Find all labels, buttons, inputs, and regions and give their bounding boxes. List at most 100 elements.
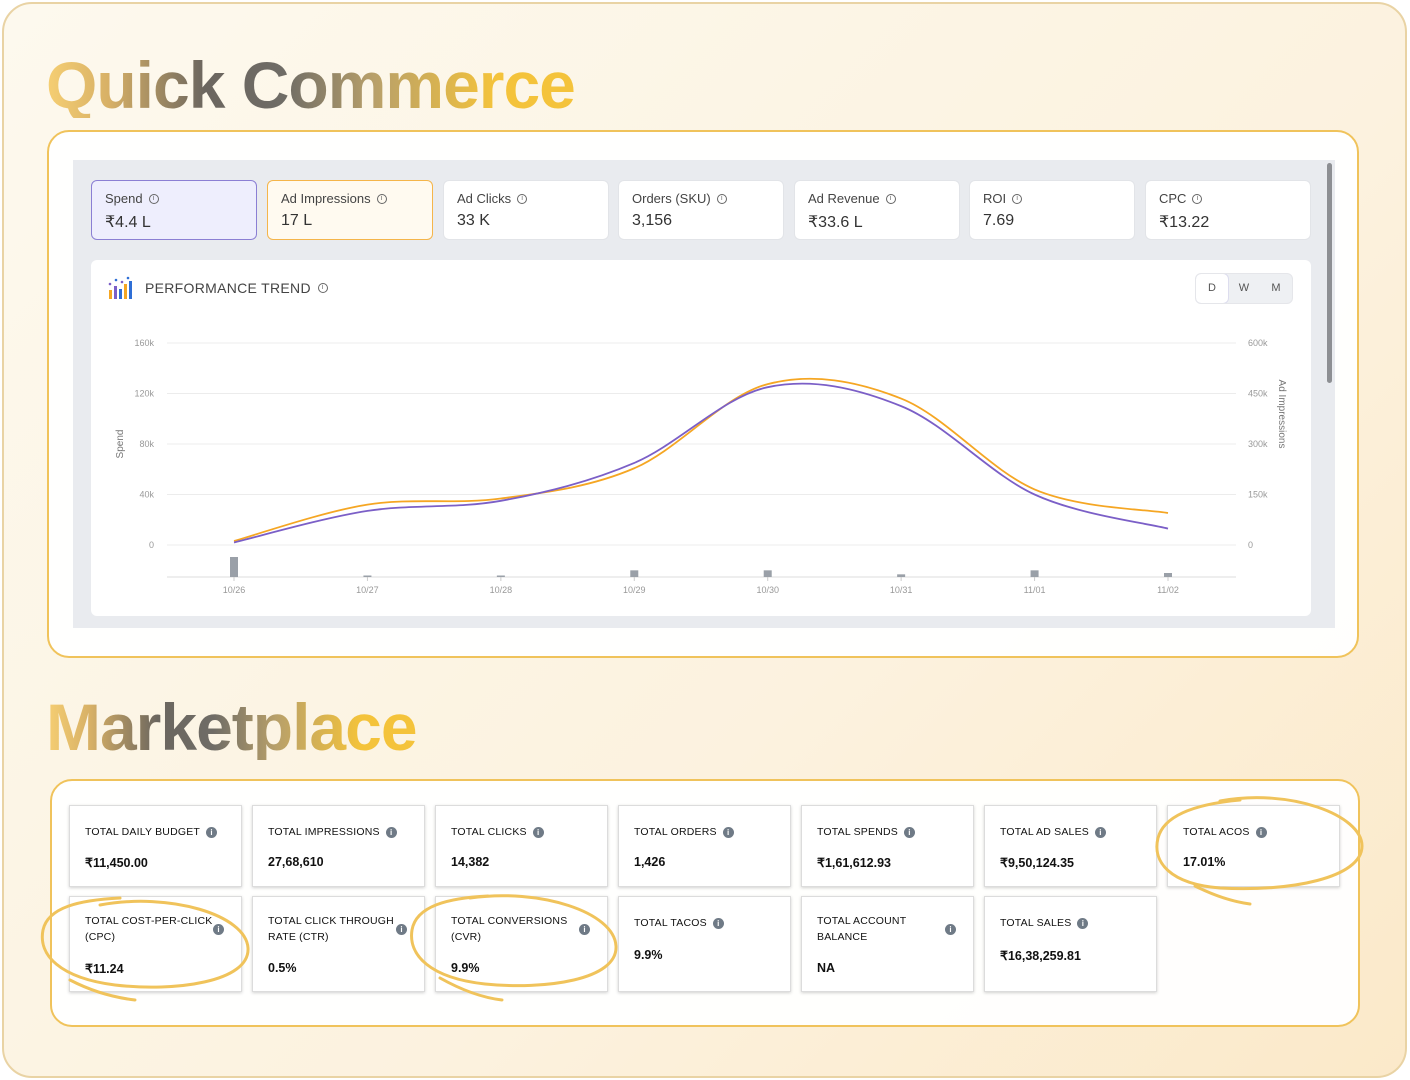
- info-icon[interactable]: i: [206, 826, 218, 838]
- kpi-spend[interactable]: Spend i ₹4.4 L: [91, 180, 257, 240]
- kpi-value: 17 L: [281, 212, 313, 229]
- info-icon[interactable]: i: [712, 917, 724, 929]
- brush-bar: [630, 570, 639, 577]
- card-label-line2: (CPC): [85, 931, 116, 943]
- card-total-account-balance: TOTAL ACCOUNT BALANCE i NA: [801, 896, 974, 992]
- card-total-acos: TOTAL ACOS i 17.01%: [1167, 805, 1340, 887]
- card-total-cpc: TOTAL COST-PER-CLICK (CPC) i ₹11.24: [69, 896, 242, 992]
- x-tick-label: 10/28: [490, 585, 513, 595]
- card-label-line2: BALANCE: [817, 931, 868, 943]
- card-label: TOTAL IMPRESSIONS: [268, 826, 380, 838]
- brush-bar: [897, 574, 906, 577]
- granularity-week[interactable]: W: [1238, 282, 1250, 294]
- card-value: ₹9,50,124.35: [1000, 856, 1074, 870]
- info-icon[interactable]: i: [1012, 193, 1023, 204]
- card-value: NA: [817, 961, 836, 975]
- info-icon[interactable]: i: [903, 826, 915, 838]
- card-total-orders: TOTAL ORDERS i 1,426: [618, 805, 791, 887]
- info-icon[interactable]: i: [317, 283, 328, 293]
- brush-bar: [363, 575, 372, 577]
- y-tick-label: 160k: [134, 338, 154, 348]
- kpi-ad-revenue[interactable]: Ad Revenue i ₹33.6 L: [794, 180, 960, 240]
- card-total-impressions: TOTAL IMPRESSIONS i 27,68,610: [252, 805, 425, 887]
- info-icon[interactable]: i: [376, 193, 387, 204]
- brush-bar: [1164, 573, 1172, 577]
- card-value: ₹16,38,259.81: [1000, 949, 1081, 963]
- card-label: TOTAL DAILY BUDGET: [85, 826, 201, 838]
- series-line-spend: [233, 382, 1169, 544]
- kpi-label: Ad Clicks: [457, 191, 512, 206]
- info-icon[interactable]: i: [532, 826, 544, 838]
- brush-bar: [763, 570, 772, 577]
- info-icon[interactable]: i: [722, 826, 734, 838]
- card-total-tacos: TOTAL TACOS i 9.9%: [618, 896, 791, 992]
- card-total-conversions: TOTAL CONVERSIONS (CVR) i 9.9%: [435, 896, 608, 992]
- trend-title: PERFORMANCE TREND: [145, 280, 311, 296]
- card-total-daily-budget: TOTAL DAILY BUDGET i ₹11,450.00: [69, 805, 242, 887]
- info-icon[interactable]: i: [148, 193, 159, 204]
- card-value: 14,382: [451, 855, 490, 869]
- series-line-ad-impressions: [233, 377, 1169, 542]
- y-tick-label: 80k: [139, 439, 154, 449]
- info-icon[interactable]: i: [1192, 193, 1203, 204]
- x-tick-label: 10/26: [223, 585, 246, 595]
- info-icon[interactable]: i: [945, 924, 956, 935]
- x-tick-label: 11/02: [1157, 585, 1179, 595]
- card-value: 0.5%: [268, 961, 297, 975]
- card-label-line1: TOTAL CLICK THROUGH: [268, 915, 394, 927]
- granularity-month[interactable]: M: [1271, 282, 1281, 294]
- y-tick-label: 40k: [139, 490, 154, 500]
- kpi-ad-impressions[interactable]: Ad Impressions i 17 L: [267, 180, 433, 240]
- kpi-label: Ad Revenue: [808, 191, 880, 206]
- card-label: TOTAL SPENDS: [817, 826, 898, 838]
- kpi-orders[interactable]: Orders (SKU) i 3,156: [618, 180, 784, 240]
- kpi-label: ROI: [983, 191, 1007, 206]
- quick-commerce-dashboard: Spend i ₹4.4 L Ad Impressions i 17 L Ad Cl…: [73, 160, 1335, 628]
- info-icon[interactable]: i: [517, 193, 528, 204]
- kpi-ad-clicks[interactable]: Ad Clicks i 33 K: [443, 180, 609, 240]
- card-label-line1: TOTAL CONVERSIONS: [451, 915, 568, 927]
- info-icon[interactable]: i: [396, 924, 407, 935]
- info-icon[interactable]: i: [385, 826, 397, 838]
- y-tick-label: 0: [149, 540, 154, 550]
- kpi-label: Spend: [105, 191, 143, 206]
- y2-axis-label: Ad Impressions: [1276, 380, 1287, 449]
- kpi-cpc[interactable]: CPC i ₹13.22: [1145, 180, 1311, 240]
- kpi-value: 7.69: [983, 212, 1015, 229]
- x-tick-label: 11/01: [1024, 585, 1046, 595]
- card-label: TOTAL TACOS: [634, 917, 707, 929]
- kpi-value: ₹33.6 L: [808, 214, 863, 231]
- quick-commerce-title: Quick Commerce: [46, 48, 576, 122]
- card-total-ctr: TOTAL CLICK THROUGH RATE (CTR) i 0.5%: [252, 896, 425, 992]
- kpi-roi[interactable]: ROI i 7.69: [969, 180, 1135, 240]
- granularity-toggle[interactable]: D W M: [1195, 273, 1293, 304]
- card-value: 17.01%: [1183, 855, 1226, 869]
- y2-tick-label: 300k: [1248, 439, 1268, 449]
- card-value: 9.9%: [634, 948, 663, 962]
- brush-bar: [1030, 570, 1039, 577]
- info-icon[interactable]: i: [1077, 917, 1089, 929]
- info-icon[interactable]: i: [213, 924, 224, 935]
- y-axis-label: Spend: [115, 430, 126, 459]
- card-total-spends: TOTAL SPENDS i ₹1,61,612.93: [801, 805, 974, 887]
- info-icon[interactable]: i: [1255, 826, 1267, 838]
- brush-bar: [230, 557, 238, 577]
- card-total-sales: TOTAL SALES i ₹16,38,259.81: [984, 896, 1157, 992]
- y-tick-label: 120k: [134, 389, 154, 399]
- card-label-line1: TOTAL ACCOUNT: [817, 915, 907, 927]
- info-icon[interactable]: i: [716, 193, 727, 204]
- card-label: TOTAL SALES: [1000, 917, 1072, 929]
- x-tick-label: 10/31: [890, 585, 913, 595]
- card-value: 9.9%: [451, 961, 480, 975]
- card-total-ad-sales: TOTAL AD SALES i ₹9,50,124.35: [984, 805, 1157, 887]
- info-icon[interactable]: i: [1094, 826, 1106, 838]
- card-total-clicks: TOTAL CLICKS i 14,382: [435, 805, 608, 887]
- info-icon[interactable]: i: [579, 924, 590, 935]
- y2-tick-label: 600k: [1248, 338, 1268, 348]
- granularity-day[interactable]: D: [1196, 274, 1228, 303]
- kpi-value: ₹13.22: [1159, 214, 1210, 231]
- bar-chart-icon: [108, 276, 132, 299]
- kpi-value: 33 K: [457, 212, 490, 229]
- scrollbar[interactable]: [1327, 163, 1332, 383]
- info-icon[interactable]: i: [885, 193, 896, 204]
